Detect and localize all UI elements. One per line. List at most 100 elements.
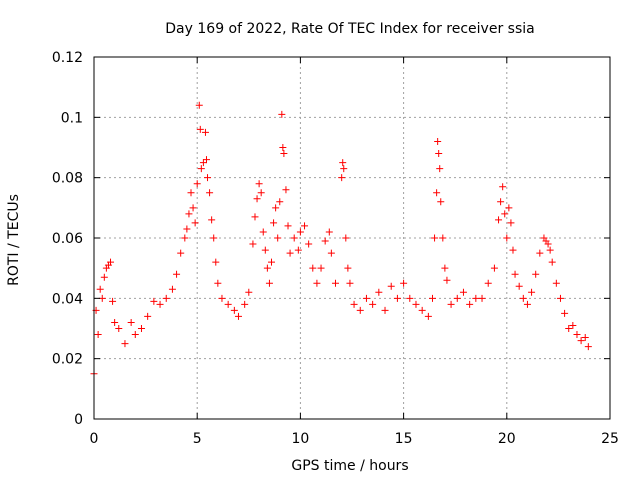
data-point xyxy=(195,101,203,109)
data-point xyxy=(478,294,486,302)
data-point xyxy=(565,325,573,332)
data-point xyxy=(400,279,408,287)
data-point xyxy=(447,300,455,308)
data-point xyxy=(127,318,135,326)
data-point xyxy=(257,189,265,197)
data-point xyxy=(484,279,492,287)
data-point xyxy=(556,294,564,302)
data-point xyxy=(280,150,288,158)
data-point xyxy=(259,228,267,236)
data-point xyxy=(251,213,259,221)
x-tick-label: 5 xyxy=(193,431,202,447)
y-tick-label: 0 xyxy=(74,412,83,428)
axis-ticks: 0 5 10 15 20 25 0 0.02 0.04 0.06 0.08 0.1 0.12 xyxy=(52,50,619,447)
data-point xyxy=(418,306,426,314)
data-point xyxy=(261,246,269,254)
data-point xyxy=(208,216,216,224)
data-point xyxy=(265,279,273,287)
data-point xyxy=(234,312,242,320)
data-point xyxy=(100,273,108,281)
data-point xyxy=(375,288,383,296)
x-tick-label: 15 xyxy=(395,431,413,447)
data-point xyxy=(278,110,286,118)
data-point xyxy=(459,288,467,296)
data-point xyxy=(193,180,201,188)
data-point xyxy=(532,270,540,278)
data-point xyxy=(497,198,505,206)
data-point xyxy=(499,183,507,191)
data-point xyxy=(515,282,523,290)
data-point xyxy=(546,246,554,254)
data-point xyxy=(131,331,139,339)
data-point xyxy=(253,195,261,203)
data-point xyxy=(187,189,195,197)
data-point xyxy=(339,159,347,167)
data-point xyxy=(199,159,207,167)
data-point xyxy=(115,325,123,332)
data-point xyxy=(381,306,389,314)
data-point xyxy=(107,258,115,266)
data-point xyxy=(201,128,209,136)
data-point xyxy=(466,300,474,308)
data-point xyxy=(362,294,370,302)
data-point xyxy=(121,340,129,348)
data-point xyxy=(191,219,199,227)
data-point xyxy=(552,279,560,287)
data-point xyxy=(327,249,335,257)
data-point xyxy=(272,204,280,212)
data-point xyxy=(144,312,152,320)
data-point xyxy=(495,216,503,224)
data-point xyxy=(268,258,276,266)
data-point xyxy=(507,219,515,227)
data-point xyxy=(511,270,519,278)
data-point xyxy=(305,240,313,248)
data-point xyxy=(197,165,205,173)
x-tick-label: 10 xyxy=(291,431,309,447)
data-point xyxy=(156,300,164,308)
data-point xyxy=(94,331,102,339)
data-point xyxy=(569,321,577,329)
data-point xyxy=(356,306,364,314)
data-point xyxy=(111,318,119,326)
data-point xyxy=(137,325,145,332)
data-point xyxy=(346,279,354,287)
y-tick-label: 0.04 xyxy=(52,291,83,307)
data-point xyxy=(561,309,569,317)
data-point xyxy=(501,210,509,218)
data-point xyxy=(536,249,544,257)
data-point xyxy=(270,219,278,227)
data-point xyxy=(321,237,329,245)
data-point xyxy=(338,174,346,182)
data-point xyxy=(173,270,181,278)
data-point xyxy=(282,186,290,194)
data-point xyxy=(276,198,284,206)
data-point xyxy=(472,294,480,302)
data-point xyxy=(519,294,527,302)
data-point xyxy=(581,334,589,342)
data-point xyxy=(109,297,117,305)
data-point xyxy=(96,285,104,293)
grid xyxy=(94,57,610,419)
data-point xyxy=(204,174,212,182)
data-point xyxy=(387,282,395,290)
data-point xyxy=(412,300,420,308)
data-point xyxy=(313,279,321,287)
data-point xyxy=(245,288,253,296)
y-tick-label: 0.12 xyxy=(52,50,83,66)
data-point xyxy=(230,306,238,314)
x-tick-label: 25 xyxy=(601,431,619,447)
data-point xyxy=(294,246,302,254)
data-point xyxy=(573,331,581,339)
data-point xyxy=(212,258,220,266)
data-point xyxy=(279,144,287,151)
data-point xyxy=(424,312,432,320)
data-point xyxy=(241,300,249,308)
data-point xyxy=(309,264,317,272)
data-point xyxy=(168,285,176,293)
data-point xyxy=(433,189,441,197)
data-point xyxy=(431,234,439,242)
data-point xyxy=(548,258,556,266)
data-point xyxy=(584,343,592,351)
data-point xyxy=(206,189,214,197)
data-point xyxy=(150,297,158,305)
